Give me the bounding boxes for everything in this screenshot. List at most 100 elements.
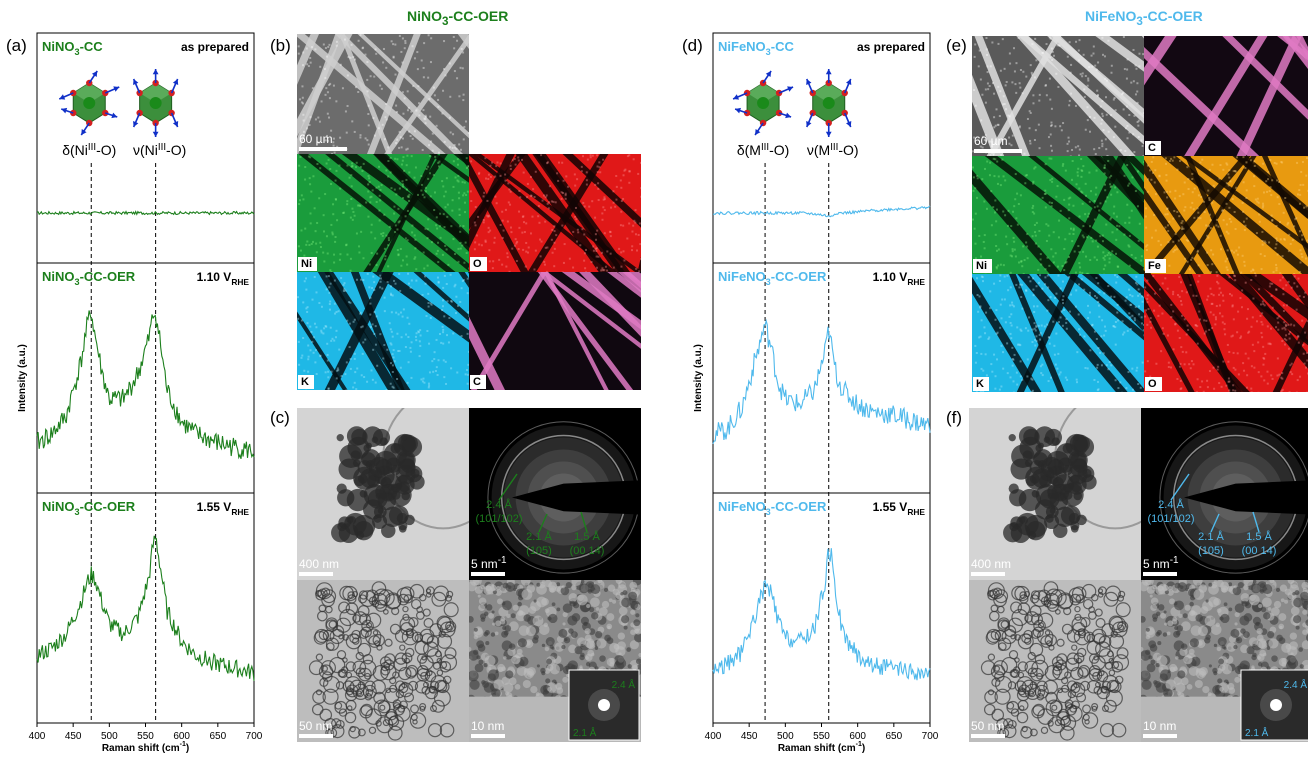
tem-porous-image: 50 nm — [969, 580, 1141, 742]
scale-bar-label: 5 nm-1 — [471, 555, 507, 571]
panel-letter-f: (f) — [946, 408, 963, 427]
saed-pointer-arrow — [498, 473, 518, 501]
x-axis-label: Raman shift (cm-1​) — [778, 741, 865, 754]
panel-letter-b: (b) — [270, 36, 291, 55]
panel-letter-d: (d) — [682, 36, 703, 55]
saed-pointer-arrow — [538, 513, 548, 533]
x-tick-label: 400 — [705, 731, 722, 742]
figure-title-left: NiNO3-CC-OER — [407, 8, 509, 28]
ni-map: Ni — [297, 154, 469, 272]
saed-pointer-arrow — [1170, 473, 1190, 501]
scale-bar: 50 nm — [971, 719, 1005, 738]
vibration-arrow-icon — [60, 107, 74, 114]
condition-label: 1.10 VRHE​ — [197, 270, 250, 287]
sample-name-label: NiFeNO3​-CC-OER — [718, 499, 827, 517]
scale-bar-line — [471, 734, 505, 738]
vibration-arrow-icon — [778, 112, 792, 119]
spectrum-line — [713, 205, 931, 218]
scale-bar-label: 50 nm — [299, 719, 333, 733]
x-tick-label: 650 — [885, 731, 902, 742]
x-tick-label: 550 — [137, 731, 154, 742]
scale-bar: 5 nm-1 — [471, 555, 507, 576]
fft-label: 2.4 Å — [1284, 678, 1308, 691]
sample-name-label: NiNO3​-CC-OER — [42, 499, 136, 517]
x-tick-label: 550 — [813, 731, 830, 742]
o-map-label: O — [470, 257, 487, 271]
scale-bar: 400 nm — [299, 557, 339, 576]
vibration-arrow-icon — [132, 78, 141, 94]
bending-mode-label: δ(MIII​-O) — [737, 142, 790, 158]
vibration-arrow-icon — [754, 122, 764, 136]
tem-porous-image: 50 nm — [297, 580, 469, 742]
saed-ring-label: 2.4 Å — [1158, 498, 1184, 511]
saed-pattern-image: 2.4 Å (101/102) 2.1 Å (105) 1.5 Å (00 14) 5 nm… — [469, 408, 641, 580]
vibration-arrow-icon — [170, 78, 179, 94]
y-axis-label: Intensity (a.u.) — [17, 344, 28, 412]
x-axis-label: Raman shift (cm-1​) — [102, 741, 189, 754]
saed-pointer-arrow — [1210, 513, 1220, 533]
scale-bar-label: 400 nm — [299, 557, 340, 571]
scale-bar-line — [471, 572, 505, 576]
k-map-label: K — [973, 377, 989, 391]
plot-frame — [712, 32, 931, 724]
x-tick-label: 600 — [849, 731, 866, 742]
vibration-arrow-icon — [843, 112, 852, 128]
saed-ring-label: 2.4 Å — [486, 498, 512, 511]
fft-label: 2.1 Å — [573, 726, 597, 739]
vibration-arrow-icon — [58, 92, 74, 100]
vibration-arrow-icon — [104, 86, 120, 94]
spectrum-line — [36, 210, 255, 216]
scale-bar-line — [1143, 734, 1177, 738]
saed-ring-label: (00 14) — [1242, 545, 1277, 557]
vibration-arrow-icon — [825, 69, 832, 83]
saed-ring-label: 2.1 Å — [526, 530, 552, 543]
fe-map: Fe — [1144, 156, 1308, 274]
scale-bar-label: 60 µm — [299, 132, 333, 146]
scale-bar-line — [971, 734, 1005, 738]
scale-bar: 5 nm-1 — [1143, 555, 1179, 576]
octahedron-icon — [136, 79, 175, 127]
o-map-label: O — [1145, 377, 1162, 391]
vibration-arrow-icon — [762, 70, 772, 84]
stretching-mode-label: ν(MIII​-O) — [807, 142, 859, 158]
scale-bar-label: 400 nm — [971, 557, 1012, 571]
vibration-arrow-icon — [778, 86, 794, 94]
c-map-label: C — [1145, 141, 1161, 155]
x-tick-label: 700 — [922, 731, 939, 742]
scale-bar-line — [971, 572, 1005, 576]
vibration-arrow-icon — [152, 69, 159, 83]
vibration-arrow-icon — [88, 70, 98, 84]
ni-map: Ni — [972, 156, 1144, 274]
saed-ring-label: (101/102) — [1147, 513, 1194, 525]
c-map-label: C — [470, 375, 486, 389]
saed-ring-label: (00 14) — [570, 545, 605, 557]
saed-ring-label: 2.1 Å — [1198, 530, 1224, 543]
tem-bright-field-image: 400 nm — [297, 408, 469, 580]
spectrum-line — [36, 535, 255, 682]
k-map: K — [972, 274, 1144, 392]
vibration-arrow-icon — [825, 123, 832, 137]
c-map: C — [1144, 36, 1308, 156]
sem-image: 60 µm — [297, 34, 469, 154]
saed-ring-label: 1.5 Å — [1246, 530, 1272, 543]
x-tick-label: 500 — [101, 731, 118, 742]
condition-label: as prepared — [857, 40, 925, 54]
octahedron-icon — [743, 79, 783, 127]
condition-label: 1.10 VRHE​ — [873, 270, 926, 287]
vibration-arrow-icon — [734, 107, 748, 114]
scale-bar-line — [299, 572, 333, 576]
ni-map-label: Ni — [298, 257, 317, 271]
raman-chart-right: NiFeNO3​-CC as prepared NiFeNO3​-CC-OER 1.1… — [693, 32, 939, 754]
saed-ring-label: (101/102) — [475, 513, 522, 525]
k-map: K — [297, 272, 469, 390]
sample-name-label: NiFeNO3​-CC-OER — [718, 269, 827, 287]
vibration-arrow-icon — [80, 122, 90, 136]
vibration-arrow-icon — [805, 112, 814, 128]
hrtem-image: 2.4 Å 2.1 Å 10 nm — [469, 580, 641, 742]
saed-ring-label: 1.5 Å — [574, 530, 600, 543]
raman-chart-left: NiNO3​-CC as prepared NiNO3​-CC-OER 1.10 VR… — [17, 32, 263, 754]
ni-map-label: Ni — [973, 259, 992, 273]
plot-frame — [36, 32, 255, 724]
scale-bar: 10 nm — [1143, 719, 1177, 738]
saed-pointer-arrow — [1252, 511, 1260, 533]
